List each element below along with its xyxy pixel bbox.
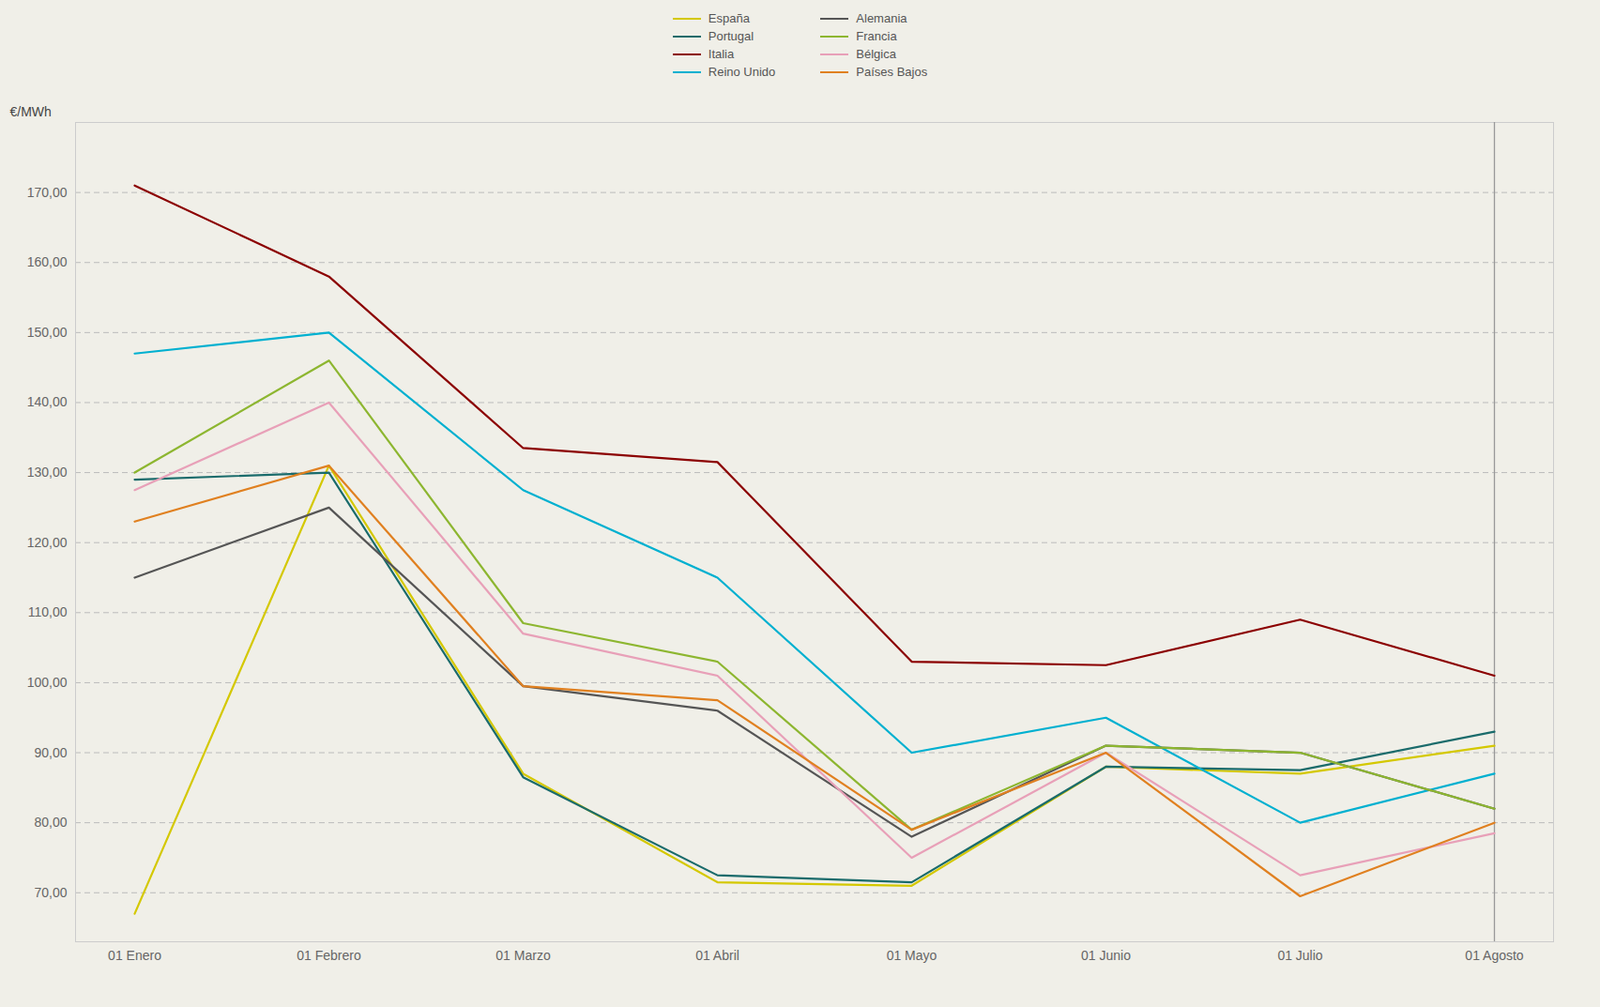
html-text:Francia: Francia — [856, 29, 897, 44]
svg-text:120,00: 120,00 — [27, 534, 68, 550]
svg-text:150,00: 150,00 — [27, 324, 68, 340]
html-text:Alemania: Alemania — [856, 11, 907, 26]
svg-text:160,00: 160,00 — [27, 254, 68, 270]
svg-text:170,00: 170,00 — [27, 184, 68, 200]
svg-text:110,00: 110,00 — [28, 604, 68, 620]
html-text:Portugal: Portugal — [708, 29, 754, 44]
svg-text:130,00: 130,00 — [27, 464, 68, 480]
svg-text:100,00: 100,00 — [27, 674, 68, 690]
svg-text:70,00: 70,00 — [33, 884, 67, 900]
html-text:Reino Unido: Reino Unido — [708, 64, 776, 79]
svg-text:140,00: 140,00 — [27, 394, 68, 410]
html-text:Países Bajos: Países Bajos — [856, 64, 928, 79]
svg-text:€/MWh: €/MWh — [10, 104, 52, 120]
svg-text:01 Abril: 01 Abril — [695, 947, 740, 963]
svg-text:90,00: 90,00 — [33, 745, 67, 761]
svg-text:01 Enero: 01 Enero — [107, 947, 162, 963]
html-text:Bélgica: Bélgica — [856, 46, 897, 61]
svg-text:01 Marzo: 01 Marzo — [495, 947, 551, 963]
svg-text:01 Agosto: 01 Agosto — [1464, 947, 1524, 963]
svg-text:80,00: 80,00 — [33, 814, 67, 830]
svg-text:01 Julio: 01 Julio — [1277, 947, 1323, 963]
html-text:España: España — [708, 11, 750, 26]
html-text:Italia: Italia — [708, 46, 735, 61]
svg-text:01 Mayo: 01 Mayo — [886, 947, 938, 963]
svg-text:01 Febrero: 01 Febrero — [296, 947, 362, 963]
svg-text:01 Junio: 01 Junio — [1081, 947, 1131, 963]
